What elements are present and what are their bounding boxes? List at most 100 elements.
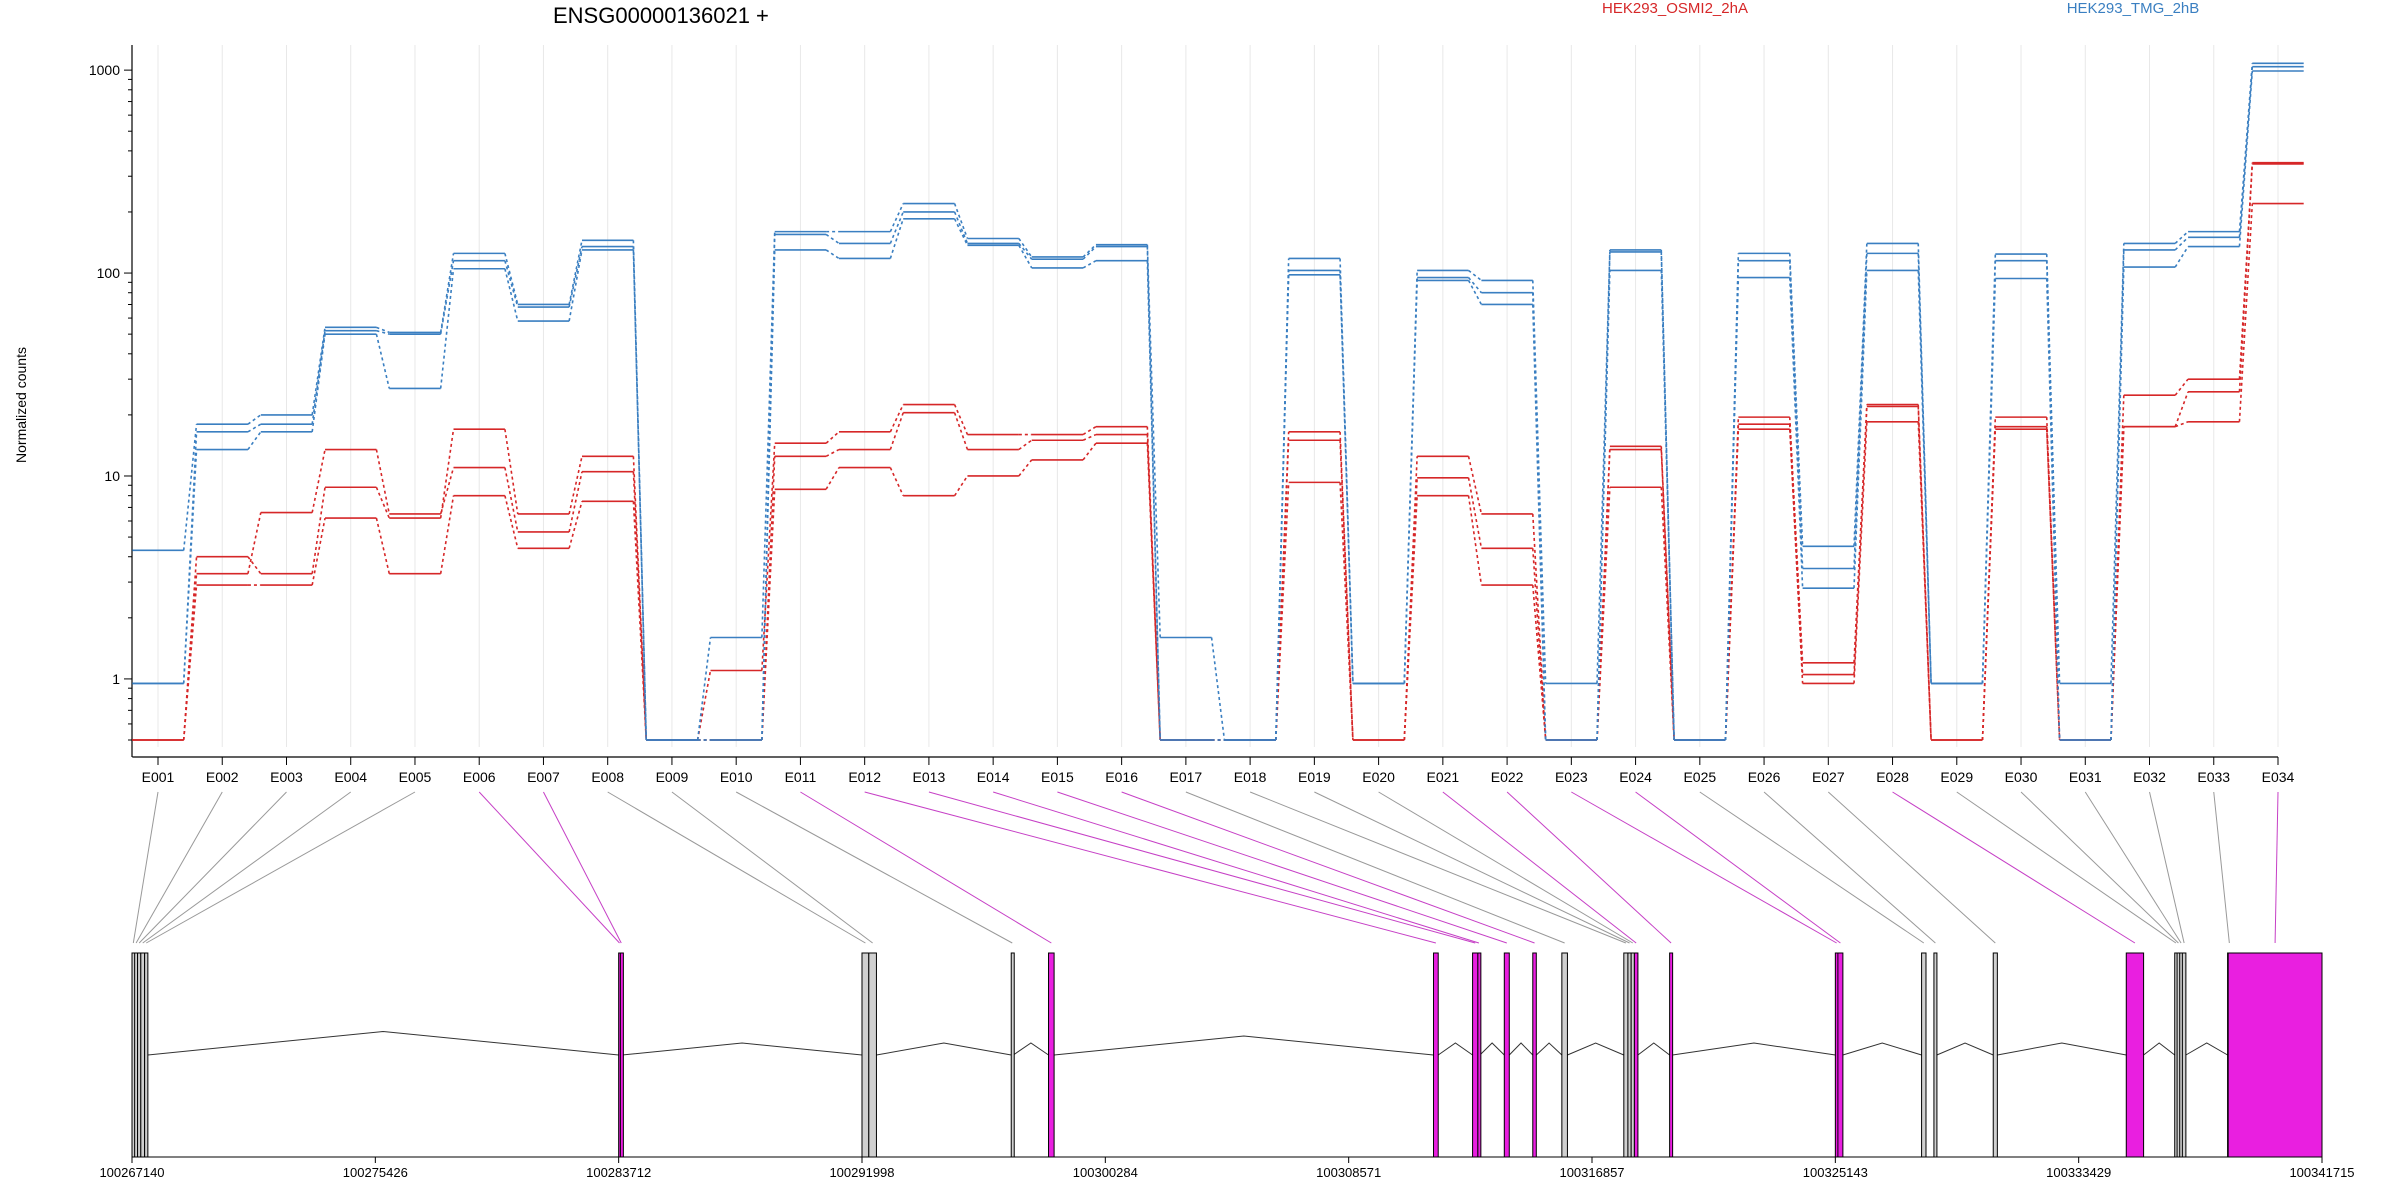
series-transition [1146, 246, 1161, 741]
series-transition [1853, 253, 1868, 569]
series-transition [439, 467, 455, 515]
x-tick-label-E031: E031 [2069, 769, 2102, 785]
vertical-gridlines [157, 45, 2279, 747]
coord-tick-label: 100316857 [1559, 1165, 1624, 1180]
series-transition [761, 443, 776, 671]
series-transition [568, 249, 583, 322]
connector-E004 [142, 791, 352, 944]
connector-E010 [735, 791, 1013, 944]
connector-E017 [1185, 791, 1565, 944]
x-tick-label-E006: E006 [463, 769, 496, 785]
series-transition [889, 218, 904, 259]
connector-E030 [2020, 791, 2179, 944]
series-transition [1082, 246, 1097, 260]
series-transition [825, 448, 840, 458]
series-transition [1917, 406, 1932, 741]
connector-E002 [135, 791, 223, 944]
intron-line [1437, 1042, 1473, 1056]
connector-E026 [1763, 791, 1936, 944]
series-transition [311, 327, 326, 416]
series-transition [2174, 391, 2189, 427]
series-transition [1339, 274, 1354, 684]
coord-tick-label: 100308571 [1316, 1165, 1381, 1180]
series-transition [375, 517, 391, 574]
series-transition [761, 231, 776, 638]
series-transition [182, 424, 198, 551]
series-transition [376, 326, 390, 334]
series-transition [2174, 246, 2189, 268]
series-transition [2045, 426, 2061, 741]
series-transition [1660, 487, 1675, 741]
exon-box-E012 [1433, 952, 1439, 1158]
series-transition [1275, 482, 1290, 741]
connector-E034 [2274, 791, 2279, 944]
series-transition [1339, 440, 1354, 741]
series-transition [568, 246, 583, 308]
series-HEK293_TMG_2hB-4 [132, 65, 2304, 741]
series-transition [504, 253, 519, 305]
series-transition [2174, 236, 2189, 251]
series-transition [439, 253, 455, 333]
connector-E019 [1314, 791, 1630, 944]
series-transition [504, 429, 519, 515]
connector-E033 [2213, 791, 2230, 944]
series-transition [311, 449, 326, 513]
connector-E016 [1121, 791, 1535, 944]
series-transition [504, 268, 519, 322]
series-transition [1788, 417, 1804, 663]
series-transition [2238, 70, 2254, 247]
series-transition [889, 412, 904, 450]
series-transition [632, 456, 648, 741]
x-tick-label-E012: E012 [848, 769, 881, 785]
series-transition [504, 467, 519, 533]
x-tick-label-E013: E013 [913, 769, 946, 785]
coord-tick-label: 100267140 [99, 1165, 164, 1180]
series-transition [953, 218, 969, 246]
exon-box-E034 [2227, 952, 2323, 1158]
exon-box-E022 [1669, 952, 1674, 1158]
series-transition [1082, 442, 1097, 461]
series-transition [1724, 277, 1740, 741]
connector-E009 [671, 791, 873, 944]
x-tick-label-E005: E005 [399, 769, 432, 785]
legend-series-osmi2: HEK293_OSMI2_2hA [1602, 0, 1748, 17]
x-tick-labels: E001 E002 E003 E004 E005 E006 E007 E008 E009 E010… [142, 769, 2295, 785]
series-lines [132, 62, 2304, 741]
coord-tick-label: 100300284 [1073, 1165, 1138, 1180]
series-transition [568, 471, 583, 533]
series-transition [247, 414, 262, 425]
series-transition [1724, 260, 1740, 741]
series-transition [2110, 426, 2125, 741]
x-tick-label-E015: E015 [1041, 769, 1074, 785]
y-tick-label: 1 [112, 671, 120, 687]
series-transition [696, 670, 712, 741]
series-HEK293_OSMI2_2hA-2 [132, 202, 2304, 741]
series-transition [632, 246, 648, 741]
x-tick-label-E034: E034 [2262, 769, 2295, 785]
series-transition [1018, 459, 1033, 477]
intron-line [876, 1042, 1012, 1056]
series-transition [568, 501, 583, 549]
series-transition [1853, 243, 1868, 547]
chart-title: ENSG00000136021 + [553, 3, 769, 28]
series-transition [1082, 425, 1097, 436]
series-transition [825, 467, 840, 490]
connector-E011 [800, 791, 1052, 944]
intron-line [1013, 1042, 1049, 1056]
coord-tick-label: 100291998 [829, 1165, 894, 1180]
coord-tick-label: 100333429 [2046, 1165, 2111, 1180]
exon-connectors [132, 791, 2279, 944]
x-tick-label-E025: E025 [1683, 769, 1716, 785]
connector-E003 [138, 791, 287, 944]
series-transition [2110, 267, 2125, 741]
x-tick-label-E008: E008 [591, 769, 624, 785]
series-HEK293_OSMI2_2hA-0 [132, 161, 2304, 741]
connector-E029 [1956, 791, 2177, 944]
series-transition [1917, 270, 1932, 684]
series-transition [2238, 203, 2254, 422]
connector-E024 [1635, 791, 1841, 944]
series-transition [1531, 304, 1547, 741]
series-transition [439, 260, 455, 335]
connector-E027 [1827, 791, 1996, 944]
